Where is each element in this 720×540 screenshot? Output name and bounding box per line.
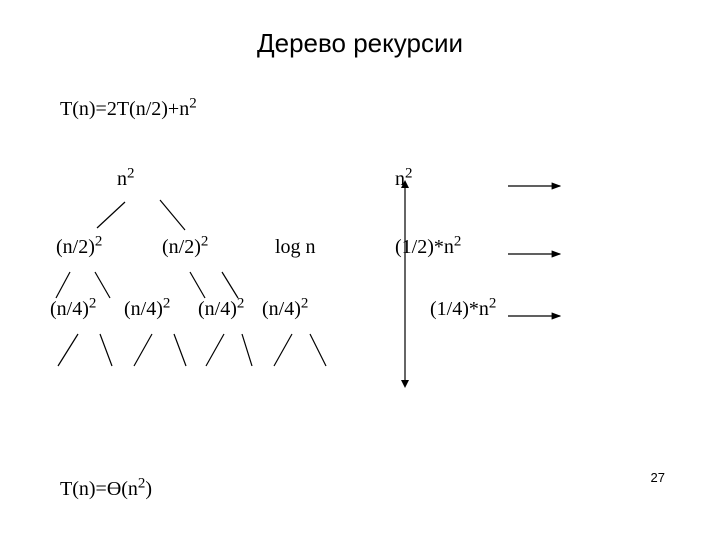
label-root: n2 xyxy=(117,168,135,191)
label-l2a: (n/4)2 xyxy=(50,298,96,321)
label-l2c: (n/4)2 xyxy=(198,298,244,321)
label-recurrence: T(n)=2T(n/2)+n2 xyxy=(60,98,197,121)
label-l1b: (n/2)2 xyxy=(162,236,208,259)
label-result: T(n)=ϴ(n2) xyxy=(60,478,152,501)
diagram-svg xyxy=(0,0,720,540)
label-sum1: (1/2)*n2 xyxy=(395,236,461,259)
horizontal-arrows xyxy=(508,186,560,316)
label-l2d: (n/4)2 xyxy=(262,298,308,321)
label-logn: log n xyxy=(275,236,316,259)
vertical-arrow xyxy=(401,180,409,388)
label-sum0: n2 xyxy=(395,168,413,191)
tree-edges xyxy=(56,200,326,366)
label-sum2: (1/4)*n2 xyxy=(430,298,496,321)
label-l2b: (n/4)2 xyxy=(124,298,170,321)
label-l1a: (n/2)2 xyxy=(56,236,102,259)
